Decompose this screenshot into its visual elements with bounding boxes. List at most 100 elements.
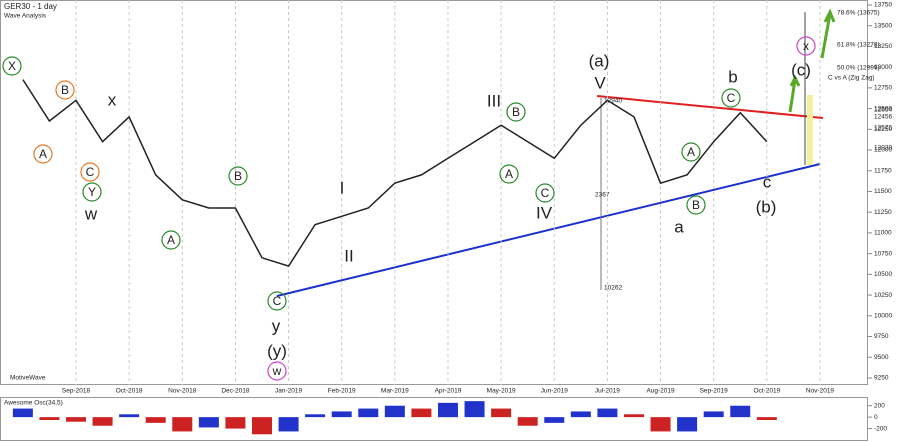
wave-label: Y [88, 185, 96, 199]
x-tick-label: Oct-2019 [753, 388, 780, 395]
y-tick-label: 10000 [874, 313, 892, 320]
y-tick-label: 13750 [874, 2, 892, 9]
osc-bar [703, 411, 724, 418]
x-tick-label: Sep-2019 [700, 388, 729, 395]
y-tick-label: 10750 [874, 250, 892, 257]
y-tick-label: 9750 [874, 333, 889, 340]
x-tick-label: Feb-2019 [328, 388, 356, 395]
wave-circle [681, 142, 701, 162]
osc-bar [756, 417, 777, 420]
symbol: GER30 - 1 day [4, 2, 57, 11]
wave-label: B [692, 198, 700, 212]
wave-label: I [340, 178, 345, 197]
wave-circle [506, 102, 526, 122]
osc-bar [437, 402, 458, 418]
fib-label: 61.8% (13278) [837, 42, 880, 49]
wave-circle [535, 183, 555, 203]
wave-circle [82, 182, 102, 202]
osc-bar [172, 417, 193, 432]
measure-label: 2367 [595, 192, 610, 199]
wave-label: w [272, 364, 282, 378]
wave-label: b [728, 67, 737, 86]
fib-label: C vs A (Zig Zag) [828, 75, 875, 82]
y-tick-label: 12750 [874, 85, 892, 92]
osc-bar [730, 405, 751, 418]
wave-label: C [86, 165, 95, 179]
osc-title: Awesome Osc(34,5) [4, 400, 63, 407]
y-tick-label: -200 [874, 425, 887, 432]
wave-label: (y) [267, 341, 287, 360]
osc-bar [358, 408, 379, 418]
osc-bar [623, 414, 644, 418]
x-tick-label: May-2019 [487, 388, 516, 395]
study: Wave Analysis [4, 13, 47, 20]
wave-label: B [61, 83, 69, 97]
wave-label: (c) [791, 60, 811, 79]
y-tick-label: 11000 [874, 230, 892, 237]
osc-bar [677, 417, 698, 432]
y-tick-label: 11750 [874, 167, 892, 174]
arrow [820, 8, 836, 59]
wave-label: A [505, 167, 513, 181]
osc-bar [517, 417, 538, 426]
osc-bar [331, 411, 352, 418]
wave-label: y [272, 316, 281, 335]
fib-label: 78.6% (13675) [837, 10, 880, 17]
measure-label: 12940 [604, 98, 622, 105]
x-tick-label: Jul-2019 [595, 388, 620, 395]
x-tick-label: Sep-2018 [62, 388, 91, 395]
price-line [22, 79, 768, 267]
osc-bar [464, 401, 485, 418]
wave-label: x [803, 39, 809, 53]
wave-label: (a) [589, 51, 610, 70]
osc-bar [92, 417, 113, 426]
y-tick-label: 9500 [874, 354, 889, 361]
y-tick-label: 12000 [874, 147, 892, 154]
wave-circle [796, 36, 816, 56]
y-tick-label: 9250 [874, 375, 889, 382]
wave-circle [161, 230, 181, 250]
wave-label: III [487, 91, 501, 110]
y-tick-label: 0 [874, 414, 878, 421]
x-tick-label: Dec-2018 [221, 388, 250, 395]
x-tick-label: Jan-2019 [275, 388, 302, 395]
osc-bar [411, 408, 432, 418]
wave-label: C [727, 91, 736, 105]
x-tick-label: Oct-2018 [116, 388, 143, 395]
fib-label: 50.0% (12999) [837, 65, 880, 72]
wave-label: a [674, 217, 684, 236]
y-tick-label: 13000 [874, 64, 892, 71]
wave-label: II [344, 246, 353, 265]
wave-label: B [512, 105, 520, 119]
osc-bar [119, 414, 140, 418]
y-tick-label: 12250 [874, 126, 892, 133]
osc-bar [544, 417, 565, 423]
osc-bar [278, 417, 299, 432]
wave-label: c [763, 172, 772, 191]
wave-circle [2, 56, 22, 76]
osc-frame [0, 397, 868, 441]
x-tick-label: Jun-2019 [541, 388, 568, 395]
wave-label: V [594, 73, 606, 92]
osc-bar [384, 405, 405, 418]
y-tick-label: 11250 [874, 209, 892, 216]
osc-bar [198, 417, 219, 428]
arrow [788, 74, 801, 113]
wave-label: x [108, 90, 117, 109]
x-tick-label: Aug-2019 [646, 388, 675, 395]
wave-circle [721, 88, 741, 108]
osc-bar [570, 411, 591, 418]
osc-bar [66, 417, 86, 422]
target-zone [807, 95, 813, 165]
y-tick-label: 200 [874, 402, 885, 409]
wave-circle [267, 291, 287, 311]
price-tag: 12030 [874, 145, 892, 152]
wave-circle [267, 361, 287, 381]
price-tag: 12456 [874, 114, 892, 121]
osc-bar [597, 408, 618, 418]
price-tag: 12654 [874, 107, 892, 114]
y-tick-label: 10250 [874, 292, 892, 299]
brand: MotiveWave [10, 375, 46, 382]
osc-bar [251, 417, 272, 435]
resistance-line [596, 95, 824, 119]
